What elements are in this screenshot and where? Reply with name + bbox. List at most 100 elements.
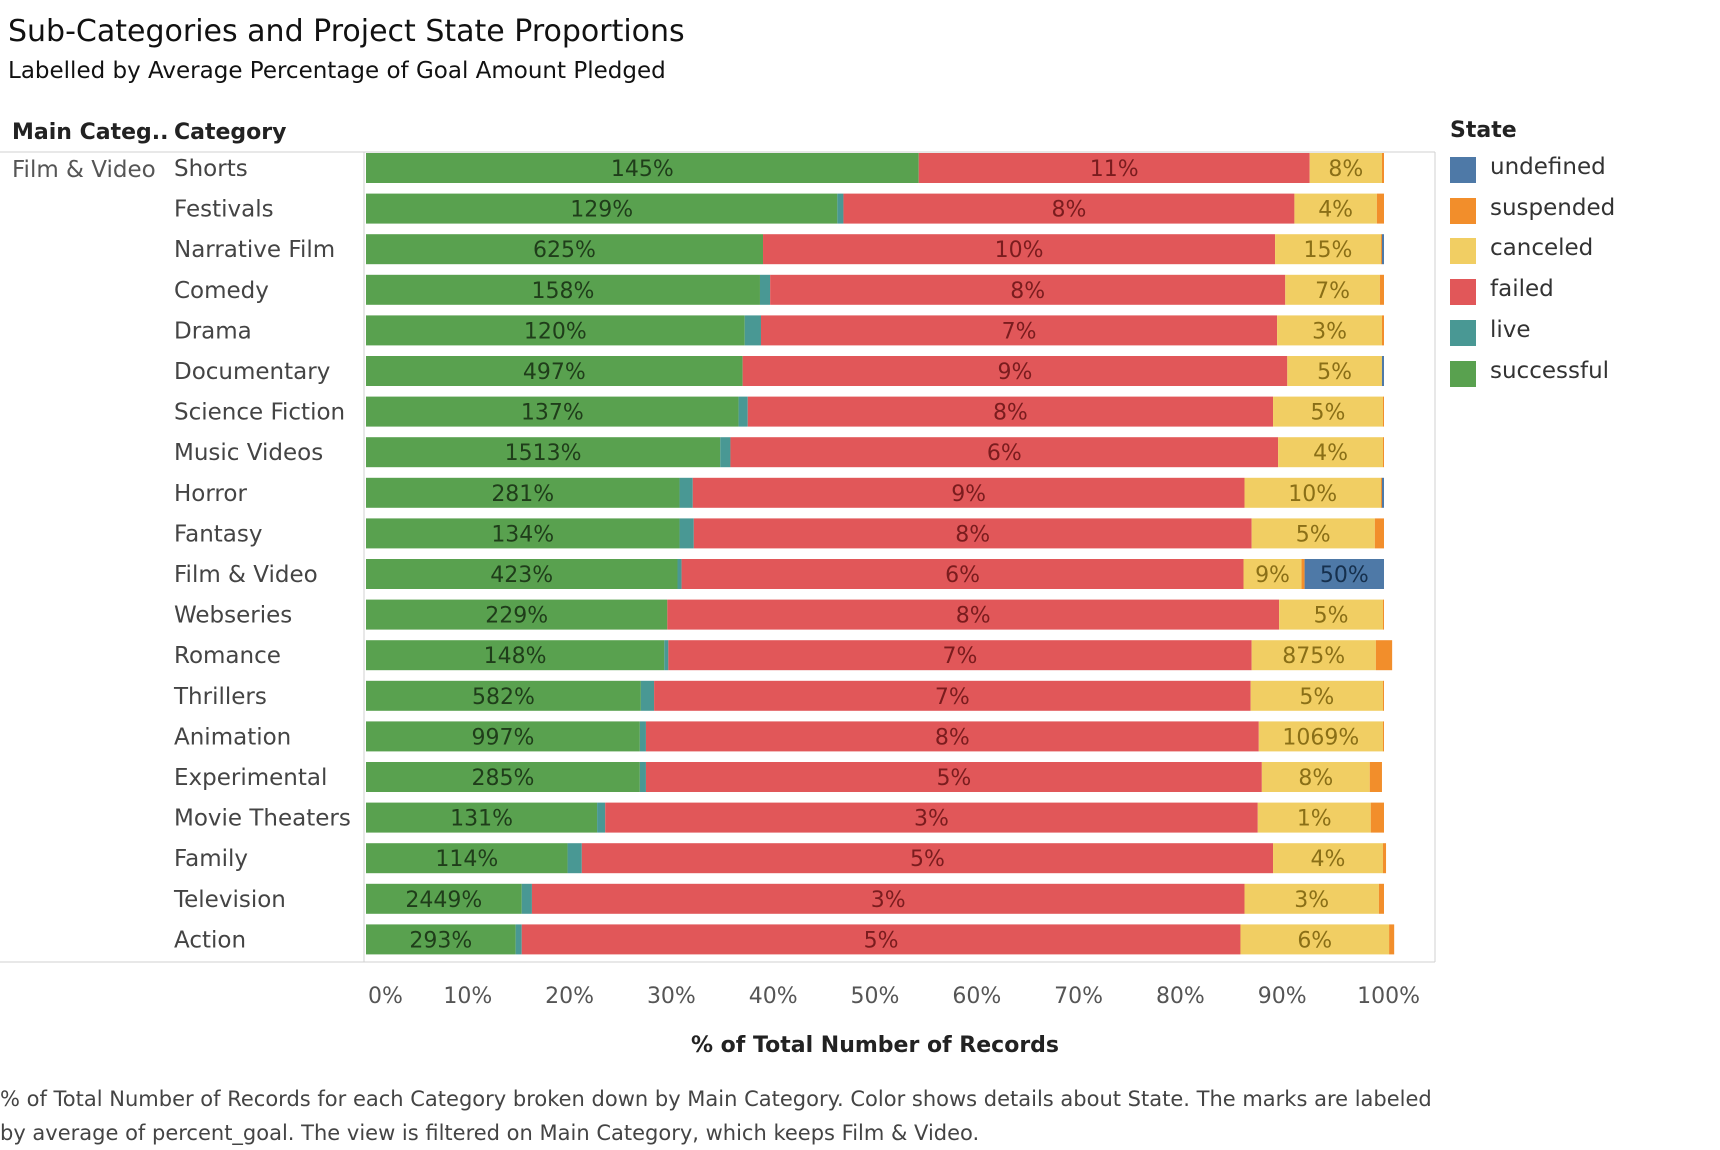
bar-label: 5% <box>936 766 971 791</box>
bar-label: 6% <box>987 441 1022 466</box>
bar-label: 8% <box>935 725 970 750</box>
bar-label: 4% <box>1311 847 1346 872</box>
x-tick-label: 10% <box>443 984 492 1009</box>
category-label: Comedy <box>174 278 269 304</box>
bar-segment-successful <box>366 640 665 671</box>
chart-subtitle: Labelled by Average Percentage of Goal A… <box>8 58 666 84</box>
bar-segment-successful <box>366 356 743 386</box>
x-tick-label: 50% <box>851 984 900 1009</box>
bar-label: 281% <box>491 482 554 507</box>
bar-label: 8% <box>1051 198 1086 223</box>
bar-segment-live <box>639 721 646 752</box>
bar-segment-undefined <box>1381 234 1384 265</box>
bar-segment-canceled <box>1275 234 1381 265</box>
bar-segment-failed <box>645 762 1262 792</box>
bar-label: 3% <box>914 807 949 832</box>
bar-segment-canceled <box>1244 883 1379 914</box>
bar-segment-live <box>677 559 682 589</box>
legend-swatch <box>1450 197 1476 224</box>
legend-swatch <box>1450 279 1476 306</box>
bar-label: 5% <box>1311 401 1346 426</box>
bar-segment-failed <box>693 518 1252 549</box>
bar-segment-live <box>759 274 771 305</box>
bar-segment-failed <box>667 599 1280 630</box>
bar-segment-live <box>720 437 731 468</box>
bar-segment-successful <box>366 234 764 265</box>
bar-segment-suspended <box>1381 153 1384 183</box>
bar-segment-failed <box>531 883 1245 914</box>
bar-label: 5% <box>910 847 945 872</box>
bar-label: 4% <box>1318 198 1353 223</box>
bar-segment-suspended <box>1382 437 1384 468</box>
bar-segment-undefined <box>1381 477 1384 508</box>
bar-label: 229% <box>485 604 548 629</box>
legend-label: canceled <box>1490 235 1594 262</box>
bar-segment-failed <box>668 640 1252 671</box>
bar-segment-failed <box>730 437 1279 468</box>
bar-segment-suspended <box>1382 680 1384 711</box>
bar-segment-successful <box>366 153 919 183</box>
bar-label: 15% <box>1304 238 1353 263</box>
bar-segment-suspended <box>1380 234 1382 265</box>
category-label: Drama <box>174 318 252 344</box>
bar-label: 285% <box>471 766 534 791</box>
bar-segment-canceled <box>1279 599 1383 630</box>
bar-segment-canceled <box>1240 924 1390 955</box>
category-label: Music Videos <box>174 440 323 466</box>
legend-label: successful <box>1490 357 1610 384</box>
bar-segment-suspended <box>1301 559 1305 589</box>
bar-segment-canceled <box>1294 193 1377 224</box>
bar-segment-canceled <box>1251 518 1375 549</box>
bar-label: 137% <box>521 401 584 426</box>
bar-label: 10% <box>1288 482 1337 507</box>
x-tick-label: 70% <box>1054 984 1103 1009</box>
bar-label: 8% <box>955 522 990 547</box>
bar-label: 5% <box>864 928 899 953</box>
bar-label: 129% <box>570 198 633 223</box>
x-tick-label: 30% <box>647 984 696 1009</box>
bar-label: 1% <box>1297 807 1332 832</box>
main-category-header[interactable]: Main Categ.. <box>12 120 169 145</box>
legend-swatch <box>1450 360 1476 387</box>
bar-segment-canceled <box>1273 396 1383 427</box>
category-label: Film & Video <box>174 562 318 588</box>
bar-segment-canceled <box>1244 477 1381 508</box>
bar-label: 114% <box>435 847 498 872</box>
bar-segment-successful <box>366 477 680 508</box>
category-label: Thrillers <box>173 684 267 710</box>
legend-label: suspended <box>1490 194 1616 221</box>
bar-segment-suspended <box>1380 477 1382 508</box>
bar-segment-live <box>639 762 646 792</box>
bar-label: 625% <box>533 238 596 263</box>
bar-segment-canceled <box>1309 153 1382 183</box>
bar-label: 6% <box>1297 928 1332 953</box>
bar-segment-failed <box>681 559 1244 589</box>
bar-segment-successful <box>366 559 678 589</box>
category-header[interactable]: Category <box>174 120 287 145</box>
bar-label: 497% <box>523 360 586 385</box>
x-axis-title: % of Total Number of Records <box>691 1033 1059 1058</box>
bar-segment-canceled <box>1273 843 1383 874</box>
bar-segment-canceled <box>1277 315 1382 346</box>
bar-segment-live <box>738 396 748 427</box>
bar-segment-suspended <box>1375 640 1393 671</box>
bar-segment-live <box>744 315 761 346</box>
category-label: Television <box>173 887 286 913</box>
bar-label: 134% <box>491 522 554 547</box>
bar-label: 120% <box>524 319 587 344</box>
bar-label: 1513% <box>505 441 582 466</box>
bar-label: 5% <box>1317 360 1352 385</box>
bar-label: 8% <box>993 401 1028 426</box>
bar-label: 9% <box>998 360 1033 385</box>
bar-label: 7% <box>935 685 970 710</box>
bar-segment-suspended <box>1382 396 1384 427</box>
x-tick-label: 20% <box>545 984 594 1009</box>
x-tick-label: 100% <box>1357 984 1420 1009</box>
bar-label: 3% <box>1294 888 1329 913</box>
bar-segment-undefined <box>1381 356 1384 386</box>
legend-label: failed <box>1490 276 1554 303</box>
category-label: Romance <box>174 643 281 669</box>
bar-segment-successful <box>366 274 760 305</box>
bar-label: 7% <box>1002 319 1037 344</box>
